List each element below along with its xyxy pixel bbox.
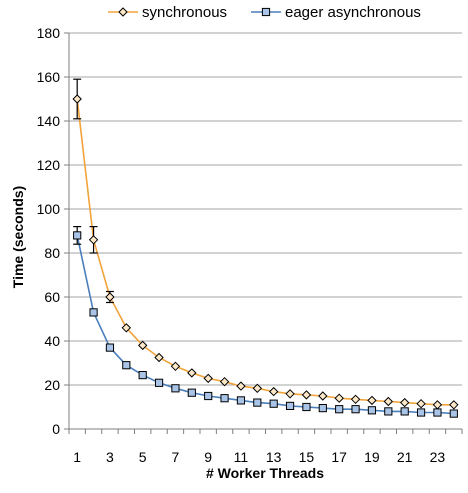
data-point (383, 396, 394, 407)
data-point (121, 323, 132, 333)
y-tick-label: 120 (37, 157, 61, 173)
data-point (88, 235, 99, 245)
data-point (367, 395, 377, 406)
data-point (137, 340, 148, 351)
data-point (433, 408, 442, 417)
data-point (105, 292, 115, 302)
x-tick-label: 17 (331, 449, 347, 465)
data-point (318, 391, 328, 401)
x-tick-labels: 1 3 5 7 9 11 13 15 17 19 21 23 (73, 449, 445, 465)
legend-item: synchronous (108, 4, 227, 21)
legend-marker (261, 7, 271, 17)
data-point (171, 384, 180, 393)
data-point (220, 394, 229, 403)
x-tick-label: 13 (266, 449, 282, 465)
data-point (89, 308, 98, 317)
data-point (236, 381, 246, 391)
data-point (219, 376, 230, 387)
data-point (334, 393, 344, 403)
legend-label: eager asynchronous (285, 4, 421, 21)
data-point (253, 398, 262, 407)
data-point (399, 397, 410, 408)
data-point (73, 231, 82, 240)
data-point (416, 398, 426, 409)
data-point (301, 390, 312, 400)
y-tick-label: 60 (44, 289, 60, 305)
axes (64, 32, 463, 434)
y-tick-label: 80 (44, 245, 60, 261)
data-point (203, 373, 213, 384)
data-point (449, 409, 458, 418)
x-tick-label: 1 (73, 449, 81, 465)
x-tick-label: 9 (204, 449, 212, 465)
data-point (269, 399, 278, 408)
data-point (432, 400, 443, 410)
data-point (252, 383, 263, 394)
data-point (138, 371, 147, 380)
data-point (236, 396, 246, 405)
data-point (204, 391, 213, 401)
y-tick-label: 40 (44, 333, 60, 349)
data-point (400, 407, 409, 416)
y-tick-label: 140 (37, 113, 61, 129)
series-line (76, 98, 454, 406)
data-point (285, 401, 295, 410)
y-tick-label: 160 (37, 69, 61, 85)
y-tick-label: 0 (52, 421, 60, 437)
x-tick-label: 7 (172, 449, 180, 465)
x-tick-label: 23 (430, 449, 446, 465)
data-point (350, 394, 361, 405)
y-tick-label: 180 (37, 25, 61, 41)
data-point (187, 368, 197, 378)
y-tick-label: 100 (37, 201, 61, 217)
data-point (72, 94, 82, 104)
data-point (367, 406, 377, 415)
x-tick-label: 3 (106, 449, 114, 465)
data-point (122, 361, 131, 370)
data-point (335, 405, 344, 414)
y-axis-title: Time (seconds) (10, 186, 26, 288)
x-tick-label: 15 (299, 449, 315, 465)
data-point (187, 388, 196, 397)
data-point (449, 400, 459, 410)
y-tick-label: 20 (44, 377, 60, 393)
legend: synchronous eager asynchronous (108, 4, 421, 21)
data-point (416, 408, 426, 417)
data-point (170, 361, 181, 372)
data-point (318, 404, 327, 413)
data-point (154, 378, 164, 387)
y-gridlines (69, 32, 462, 386)
data-point (105, 343, 115, 352)
series-eager-asynchronous (73, 226, 458, 418)
x-tick-label: 5 (139, 449, 147, 465)
x-tick-label: 21 (397, 449, 413, 465)
x-tick-label: 11 (234, 449, 249, 465)
data-point (154, 352, 164, 363)
data-point (302, 402, 311, 412)
legend-item: eager asynchronous (251, 4, 421, 21)
legend-marker (118, 7, 128, 17)
series-line (76, 235, 454, 415)
series-layer (72, 78, 459, 418)
data-point (351, 405, 360, 414)
data-point (285, 389, 295, 399)
series-synchronous (72, 78, 459, 410)
data-point (268, 386, 279, 397)
x-tick-label: 19 (364, 449, 380, 465)
y-tick-labels: 0 20 40 60 80 100 120 140 160 180 (37, 25, 61, 437)
legend-label: synchronous (142, 4, 227, 21)
data-point (384, 407, 393, 416)
x-axis-title: # Worker Threads (206, 465, 324, 481)
